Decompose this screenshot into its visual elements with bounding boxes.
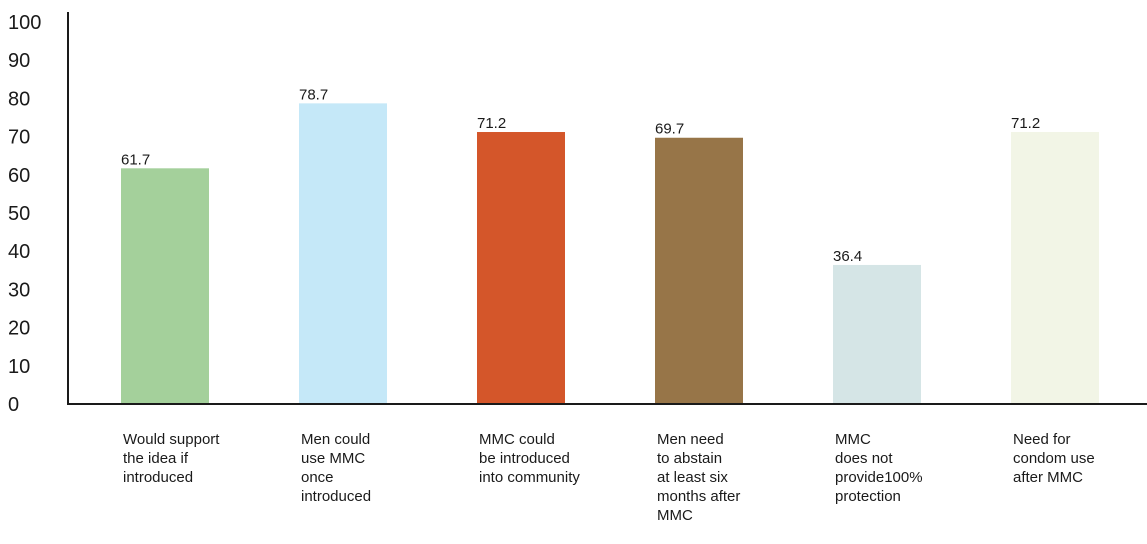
bar-value-label: 78.7	[299, 86, 328, 103]
category-label: MMC could be introduced into community	[479, 431, 580, 486]
bar	[299, 103, 387, 404]
category-label: Would support the idea if introduced	[123, 431, 220, 486]
y-tick-label: 30	[8, 279, 30, 301]
y-tick-label: 100	[8, 12, 41, 34]
y-tick-label: 10	[8, 356, 30, 378]
bar-value-label: 61.7	[121, 151, 150, 168]
y-tick-label: 80	[8, 88, 30, 110]
y-tick-label: 20	[8, 318, 30, 340]
bar	[477, 132, 565, 405]
bar-value-label: 69.7	[655, 121, 684, 138]
y-axis-ticks: 0 10 20 30 40 50 60 70 80 90 100	[8, 12, 41, 416]
bar-value-label: 71.2	[1011, 115, 1040, 132]
y-tick-label: 90	[8, 50, 30, 72]
category-label: Men need to abstain at least six months …	[657, 431, 741, 524]
bar	[833, 264, 921, 404]
bars	[121, 103, 1099, 405]
bar	[121, 168, 209, 404]
y-tick-label: 60	[8, 165, 30, 187]
data-labels: 61.7 78.7 71.2 69.7 36.4 71.2	[121, 86, 1040, 265]
y-tick-label: 50	[8, 203, 30, 225]
y-tick-label: 40	[8, 241, 30, 263]
y-tick-label: 0	[8, 394, 19, 416]
bar	[655, 137, 743, 404]
category-label: MMC does not provide100% protection	[835, 431, 923, 505]
y-tick-label: 70	[8, 127, 30, 149]
category-label: Men could use MMC once introduced	[301, 431, 372, 505]
bar-value-label: 71.2	[477, 115, 506, 132]
bar-value-label: 36.4	[833, 248, 862, 265]
category-label: Need for condom use after MMC	[1013, 431, 1095, 486]
bar	[1011, 132, 1099, 405]
